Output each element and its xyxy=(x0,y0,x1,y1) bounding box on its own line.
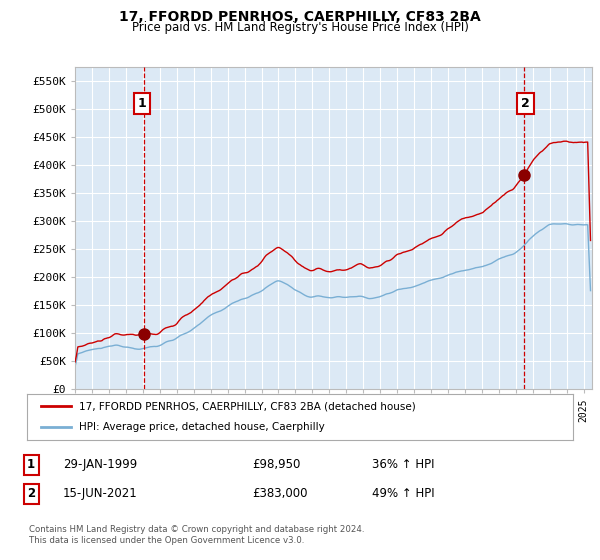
Text: 1: 1 xyxy=(27,458,35,472)
Text: 29-JAN-1999: 29-JAN-1999 xyxy=(63,458,137,472)
Text: 2: 2 xyxy=(27,487,35,501)
Text: £383,000: £383,000 xyxy=(252,487,308,501)
Text: Contains HM Land Registry data © Crown copyright and database right 2024.
This d: Contains HM Land Registry data © Crown c… xyxy=(29,525,364,545)
Text: 36% ↑ HPI: 36% ↑ HPI xyxy=(372,458,434,472)
Text: 17, FFORDD PENRHOS, CAERPHILLY, CF83 2BA: 17, FFORDD PENRHOS, CAERPHILLY, CF83 2BA xyxy=(119,10,481,24)
Text: 49% ↑ HPI: 49% ↑ HPI xyxy=(372,487,434,501)
Text: 1: 1 xyxy=(137,97,146,110)
Text: Price paid vs. HM Land Registry's House Price Index (HPI): Price paid vs. HM Land Registry's House … xyxy=(131,21,469,34)
Text: £98,950: £98,950 xyxy=(252,458,301,472)
Text: 15-JUN-2021: 15-JUN-2021 xyxy=(63,487,138,501)
Text: HPI: Average price, detached house, Caerphilly: HPI: Average price, detached house, Caer… xyxy=(79,422,325,432)
Text: 2: 2 xyxy=(521,97,530,110)
Text: 17, FFORDD PENRHOS, CAERPHILLY, CF83 2BA (detached house): 17, FFORDD PENRHOS, CAERPHILLY, CF83 2BA… xyxy=(79,401,416,411)
